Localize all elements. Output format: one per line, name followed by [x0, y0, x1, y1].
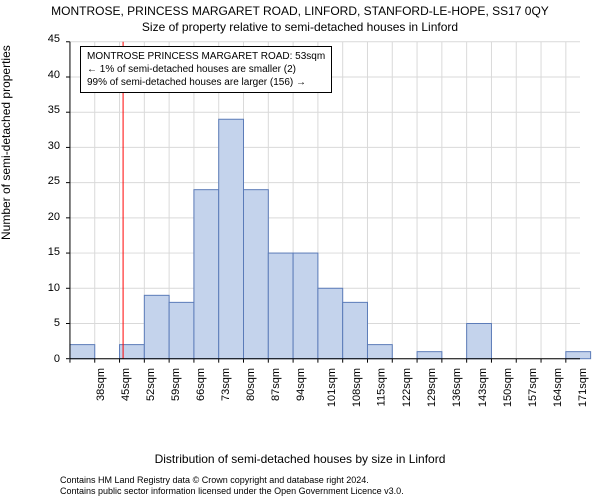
xtick-label: 101sqm	[326, 368, 338, 407]
ytick-label: 5	[30, 317, 60, 329]
xtick-label: 52sqm	[145, 368, 157, 401]
legend-line-1: MONTROSE PRINCESS MARGARET ROAD: 53sqm	[87, 50, 325, 63]
y-axis-label: Number of semi-detached properties	[0, 45, 13, 240]
ytick-label: 0	[30, 353, 60, 365]
xtick-label: 94sqm	[295, 368, 307, 401]
ytick-label: 35	[30, 104, 60, 116]
chart-container: MONTROSE, PRINCESS MARGARET ROAD, LINFOR…	[0, 0, 600, 500]
xtick-label: 150sqm	[502, 368, 514, 407]
legend-box: MONTROSE PRINCESS MARGARET ROAD: 53sqm ←…	[80, 46, 332, 93]
chart-svg	[65, 40, 580, 410]
ytick-label: 20	[30, 211, 60, 223]
xtick-label: 122sqm	[402, 368, 414, 407]
attribution-line-2: Contains public sector information licen…	[60, 486, 580, 498]
xtick-label: 38sqm	[95, 368, 107, 401]
xtick-label: 59sqm	[170, 368, 182, 401]
xtick-label: 87sqm	[270, 368, 282, 401]
xtick-label: 108sqm	[351, 368, 363, 407]
ytick-label: 10	[30, 282, 60, 294]
ytick-label: 25	[30, 175, 60, 187]
ytick-label: 30	[30, 140, 60, 152]
x-axis-label: Distribution of semi-detached houses by …	[0, 452, 600, 466]
xtick-label: 157sqm	[527, 368, 539, 407]
legend-line-3: 99% of semi-detached houses are larger (…	[87, 76, 325, 89]
xtick-label: 45sqm	[120, 368, 132, 401]
ytick-label: 45	[30, 33, 60, 45]
xtick-label: 115sqm	[376, 368, 388, 406]
xtick-label: 73sqm	[220, 368, 232, 401]
xtick-label: 66sqm	[195, 368, 207, 401]
xtick-label: 171sqm	[577, 368, 589, 407]
ytick-label: 40	[30, 69, 60, 81]
attribution: Contains HM Land Registry data © Crown c…	[60, 475, 580, 498]
ytick-label: 15	[30, 246, 60, 258]
attribution-line-1: Contains HM Land Registry data © Crown c…	[60, 475, 580, 487]
xtick-label: 136sqm	[452, 368, 464, 407]
xtick-label: 129sqm	[427, 368, 439, 407]
chart-title-line2: Size of property relative to semi-detach…	[0, 20, 600, 34]
xtick-label: 143sqm	[477, 368, 489, 407]
chart-title-line1: MONTROSE, PRINCESS MARGARET ROAD, LINFOR…	[0, 4, 600, 18]
legend-line-2: ← 1% of semi-detached houses are smaller…	[87, 63, 325, 76]
xtick-label: 80sqm	[245, 368, 257, 401]
xtick-label: 164sqm	[552, 368, 564, 407]
plot-area	[65, 40, 580, 410]
